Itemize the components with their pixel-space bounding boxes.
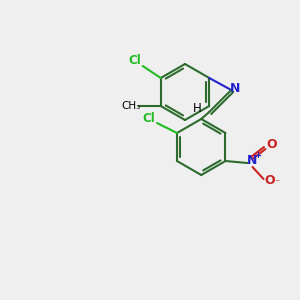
Text: CH₃: CH₃	[121, 101, 140, 111]
Text: +: +	[254, 152, 261, 160]
Text: Cl: Cl	[128, 53, 141, 67]
Text: Cl: Cl	[142, 112, 155, 124]
Text: H: H	[193, 101, 202, 115]
Text: N: N	[247, 154, 258, 167]
Text: O: O	[266, 139, 277, 152]
Text: ⁻: ⁻	[274, 178, 279, 188]
Text: O: O	[264, 175, 275, 188]
Text: N: N	[230, 82, 240, 94]
